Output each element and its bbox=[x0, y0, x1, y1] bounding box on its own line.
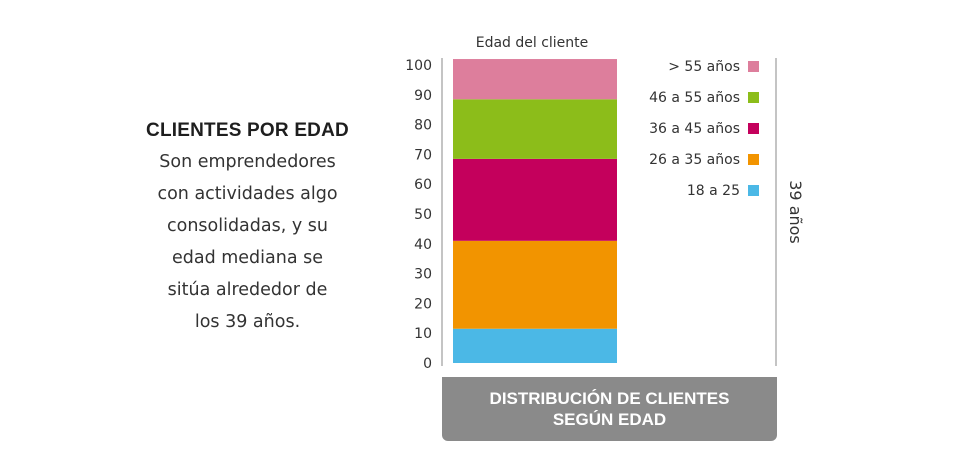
median-age-note: 39 años bbox=[786, 180, 805, 244]
description-title: CLIENTES POR EDAD bbox=[146, 120, 349, 141]
y-tick-label: 90 bbox=[414, 88, 432, 104]
legend-label: 46 a 55 años bbox=[649, 90, 740, 106]
caption-line-1: DISTRIBUCIÓN DE CLIENTES bbox=[489, 389, 730, 408]
chart-caption-bar: DISTRIBUCIÓN DE CLIENTES SEGÚN EDAD bbox=[442, 377, 777, 441]
y-tick-label: 40 bbox=[414, 237, 432, 253]
legend-swatch bbox=[748, 154, 759, 165]
legend-label: 26 a 35 años bbox=[649, 152, 740, 168]
description-panel: CLIENTES POR EDAD Son emprendedores con … bbox=[130, 120, 365, 338]
bar-segment bbox=[453, 158, 617, 241]
y-tick-label: 0 bbox=[423, 356, 432, 372]
y-tick-label: 20 bbox=[414, 296, 432, 312]
bar-segment bbox=[453, 99, 617, 159]
legend-label: > 55 años bbox=[668, 59, 740, 75]
y-tick-label: 50 bbox=[414, 207, 432, 223]
y-tick-label: 10 bbox=[414, 326, 432, 342]
y-tick-label: 100 bbox=[405, 58, 432, 74]
y-tick-label: 80 bbox=[414, 118, 432, 134]
legend-swatch bbox=[748, 61, 759, 72]
legend-swatch bbox=[748, 92, 759, 103]
legend-swatch bbox=[748, 185, 759, 196]
bar-segment bbox=[453, 240, 617, 329]
y-tick-label: 60 bbox=[414, 177, 432, 193]
bar-segments bbox=[453, 59, 617, 363]
description-body: Son emprendedores con actividades algo c… bbox=[157, 152, 338, 332]
y-tick-label: 30 bbox=[414, 267, 432, 283]
y-tick-labels: 0 10 20 30 40 50 60 70 80 90 100 bbox=[405, 58, 432, 372]
legend: > 55 años 46 a 55 años 36 a 45 años 26 a 35… bbox=[649, 59, 759, 199]
bar-segment bbox=[453, 59, 617, 100]
y-tick-label: 70 bbox=[414, 147, 432, 163]
chart-title: Edad del cliente bbox=[476, 35, 589, 51]
bar-segment bbox=[453, 328, 617, 363]
legend-swatch bbox=[748, 123, 759, 134]
legend-label: 36 a 45 años bbox=[649, 121, 740, 137]
caption-line-2: SEGÚN EDAD bbox=[552, 410, 667, 429]
legend-label: 18 a 25 bbox=[687, 183, 740, 199]
